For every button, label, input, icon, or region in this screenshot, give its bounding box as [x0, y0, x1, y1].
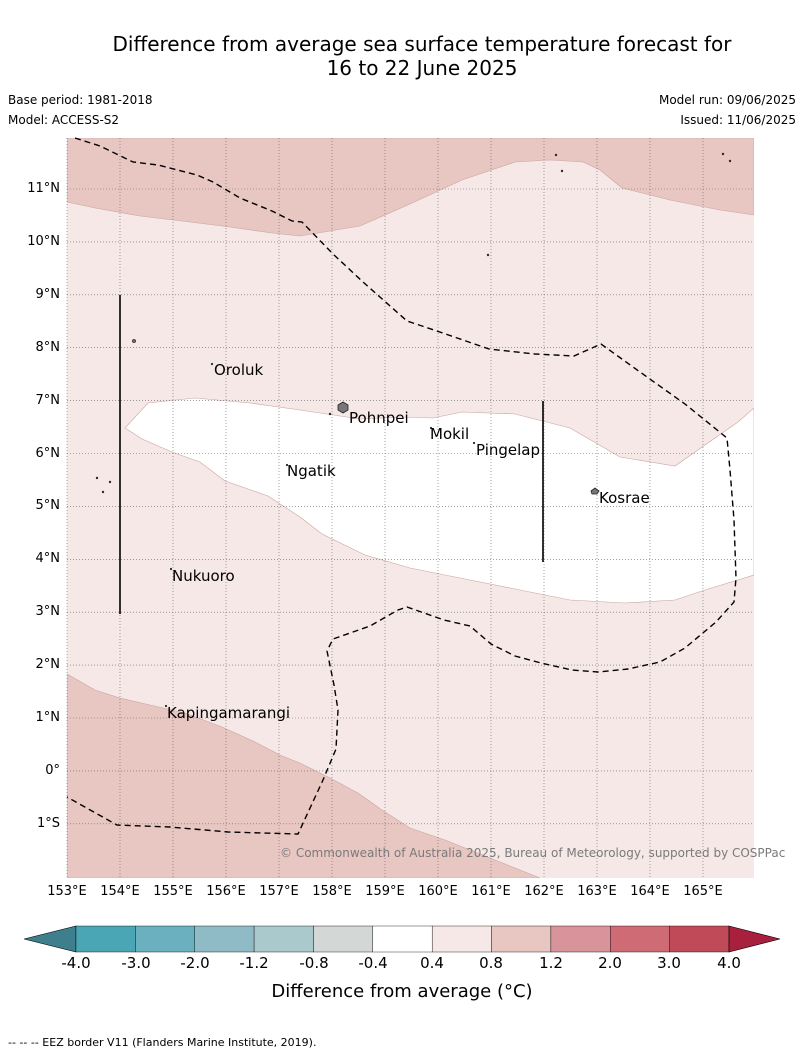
small-islet — [101, 490, 105, 494]
longitude-label: 157°E — [259, 884, 299, 899]
colorbar-tick: -4.0 — [61, 954, 91, 972]
place-label-mokil: Mokil — [430, 425, 470, 443]
colorbar-tick: -1.2 — [239, 954, 269, 972]
small-islet — [132, 339, 136, 343]
copyright-notice: © Commonwealth of Australia 2025, Bureau… — [280, 846, 786, 860]
longitude-label: 158°E — [312, 884, 352, 899]
small-islet — [429, 426, 433, 430]
longitude-label: 154°E — [100, 884, 140, 899]
title-line-2: 16 to 22 June 2025 — [326, 56, 518, 80]
place-label-kapingamarangi: Kapingamarangi — [167, 704, 291, 722]
sst-anomaly-contours — [67, 138, 754, 878]
latitude-label: 5°N — [35, 498, 61, 513]
colorbar-extend-low — [23, 925, 77, 953]
colorbar-swatch — [372, 925, 433, 953]
eez-footnote: -- -- -- EEZ border V11 (Flanders Marine… — [8, 1036, 317, 1049]
kosrae-island — [590, 487, 600, 495]
longitude-label: 164°E — [630, 884, 670, 899]
pohnpei-island — [337, 401, 349, 414]
latitude-label: 10°N — [27, 234, 60, 249]
small-islet — [721, 152, 725, 156]
latitude-label: 7°N — [35, 393, 61, 408]
colorbar-swatch — [491, 925, 552, 953]
latitude-label: 8°N — [35, 340, 61, 355]
small-islet — [285, 463, 289, 467]
colorbar-swatch — [313, 925, 374, 953]
model-run: Model run: 09/06/2025 — [658, 93, 796, 107]
base-period: Base period: 1981-2018 — [8, 93, 153, 107]
anomaly-band-0.8-1.2-north — [67, 138, 754, 237]
colorbar — [23, 925, 781, 953]
colorbar-swatch — [75, 925, 136, 953]
place-label-ngatik: Ngatik — [287, 462, 336, 480]
longitude-label: 160°E — [418, 884, 458, 899]
colorbar-extend-high — [728, 925, 781, 953]
model-name: Model: ACCESS-S2 — [8, 113, 120, 127]
eez-border — [66, 137, 737, 835]
small-islet — [472, 441, 476, 445]
small-islet — [169, 567, 173, 571]
place-label-nukuoro: Nukuoro — [172, 567, 235, 585]
latitude-label: 4°N — [35, 551, 61, 566]
colorbar-tick: 4.0 — [717, 954, 741, 972]
colorbar-swatch — [669, 925, 730, 953]
place-label-pohnpei: Pohnpei — [349, 409, 409, 427]
longitude-label: 159°E — [365, 884, 405, 899]
latitude-label: 2°N — [35, 657, 61, 672]
anomaly-band-0.8-1.2-south — [67, 673, 541, 878]
colorbar-tick: 2.0 — [598, 954, 622, 972]
colorbar-swatch — [610, 925, 670, 953]
latitude-label: 9°N — [35, 287, 61, 302]
colorbar-tick: 1.2 — [539, 954, 563, 972]
issued-date: Issued: 11/06/2025 — [680, 113, 796, 127]
place-label-kosrae: Kosrae — [599, 489, 650, 507]
colorbar-tick: -2.0 — [180, 954, 210, 972]
small-islet — [328, 412, 332, 416]
small-islet — [554, 153, 558, 157]
colorbar-tick: 0.4 — [420, 954, 444, 972]
colorbar-swatch — [194, 925, 255, 953]
latitude-label: 1°N — [35, 710, 61, 725]
colorbar-swatch — [135, 925, 195, 953]
small-islet — [108, 480, 112, 484]
colorbar-tick: 0.8 — [479, 954, 503, 972]
small-islet — [728, 159, 732, 163]
longitude-label: 155°E — [153, 884, 193, 899]
colorbar-tick: -0.8 — [299, 954, 329, 972]
colorbar-tick: -0.4 — [358, 954, 388, 972]
small-islet — [164, 704, 168, 708]
colorbar-tick: -3.0 — [121, 954, 151, 972]
islands — [95, 152, 732, 708]
colorbar-swatch — [431, 925, 492, 953]
title-line-1: Difference from average sea surface temp… — [112, 32, 732, 56]
latitude-label: 0° — [45, 763, 60, 778]
longitude-label: 162°E — [524, 884, 564, 899]
latitude-label: 6°N — [35, 446, 61, 461]
small-islet — [560, 169, 564, 173]
colorbar-tick: 3.0 — [657, 954, 681, 972]
small-islet — [95, 476, 99, 480]
small-islet — [210, 362, 214, 366]
colorbar-label: Difference from average (°C) — [271, 981, 533, 1002]
longitude-label: 161°E — [471, 884, 511, 899]
small-islet — [486, 253, 490, 257]
longitude-label: 153°E — [47, 884, 87, 899]
place-label-pingelap: Pingelap — [476, 441, 541, 459]
longitude-label: 156°E — [206, 884, 246, 899]
longitude-label: 165°E — [683, 884, 723, 899]
longitude-label: 163°E — [577, 884, 617, 899]
colorbar-swatch — [253, 925, 314, 953]
latitude-label: 11°N — [27, 181, 60, 196]
map-title: Difference from average sea surface temp… — [0, 32, 804, 80]
colorbar-swatch — [550, 925, 611, 953]
latitude-label: 3°N — [35, 604, 61, 619]
latitude-label: 1°S — [36, 816, 60, 831]
place-label-oroluk: Oroluk — [214, 361, 264, 379]
